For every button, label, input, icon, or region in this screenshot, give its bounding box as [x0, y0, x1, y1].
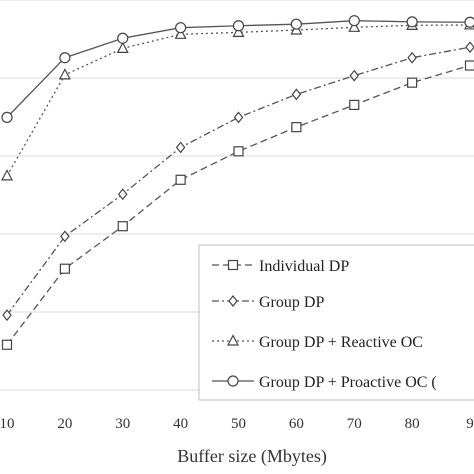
- x-tick-label-1: 20: [57, 416, 72, 432]
- x-axis-label: Buffer size (Mbytes): [177, 446, 327, 467]
- legend-marker-1: [228, 295, 238, 307]
- data-point-s0-8: [464, 60, 474, 71]
- x-tick-label-4: 50: [231, 416, 246, 432]
- data-point-s3-7: [406, 16, 418, 28]
- x-tick-label-3: 40: [173, 416, 188, 432]
- data-point-s1-8: [465, 41, 474, 54]
- legend-label-2: Group DP + Reactive OC: [259, 334, 423, 351]
- data-point-s0-0: [1, 339, 13, 350]
- data-point-s1-1: [60, 230, 70, 243]
- data-point-s1-4: [233, 111, 244, 124]
- legend-marker-2: [227, 334, 239, 346]
- data-point-s2-6: [348, 20, 361, 32]
- data-point-s3-3: [175, 22, 187, 34]
- legend-label-1: Group DP: [259, 294, 324, 311]
- data-point-s2-4: [232, 25, 245, 37]
- data-point-s1-3: [175, 141, 186, 154]
- data-point-s3-8: [464, 16, 474, 28]
- x-tick-label-8: 9: [466, 416, 474, 432]
- data-point-s0-7: [407, 77, 418, 88]
- x-axis-tick-labels: 10 20 30 40 50 60 70 80 9: [0, 416, 474, 432]
- data-point-s1-7: [407, 51, 417, 64]
- data-point-s1-5: [291, 88, 302, 101]
- data-point-s0-6: [349, 99, 360, 111]
- x-tick-label-7: 80: [405, 416, 420, 432]
- series-line-1: [6, 46, 471, 316]
- data-point-s3-2: [117, 32, 129, 44]
- legend: Individual DP Group DP Group DP + Reactive…: [198, 244, 474, 401]
- data-point-s2-3: [174, 27, 187, 39]
- legend-marker-3: [227, 375, 239, 387]
- legend-label-0: Individual DP: [259, 258, 349, 275]
- data-point-s0-4: [233, 146, 244, 157]
- legend-box: [198, 244, 474, 401]
- data-point-s2-1: [58, 68, 71, 80]
- data-point-s1-6: [349, 69, 360, 82]
- data-point-s3-6: [348, 15, 360, 27]
- data-point-s0-2: [117, 221, 128, 232]
- x-tick-label-2: 30: [115, 416, 130, 432]
- data-point-s1-2: [117, 188, 128, 201]
- data-point-s3-0: [1, 111, 13, 123]
- x-tick-label-0: 10: [0, 416, 15, 432]
- data-point-s3-5: [290, 18, 302, 30]
- legend-marker-0: [227, 259, 239, 271]
- series-group: [1, 15, 474, 350]
- data-point-s0-3: [175, 174, 186, 185]
- x-tick-label-5: 60: [289, 416, 304, 432]
- data-point-s1-0: [2, 309, 12, 322]
- data-point-s3-1: [59, 52, 71, 64]
- data-point-s0-5: [291, 122, 302, 133]
- x-tick-label-6: 70: [347, 416, 362, 432]
- data-point-s2-0: [1, 169, 13, 181]
- data-point-s0-1: [59, 263, 70, 274]
- data-point-s3-4: [232, 20, 245, 32]
- legend-label-3: Group DP + Proactive OC (: [259, 374, 437, 391]
- data-point-s2-2: [116, 41, 129, 53]
